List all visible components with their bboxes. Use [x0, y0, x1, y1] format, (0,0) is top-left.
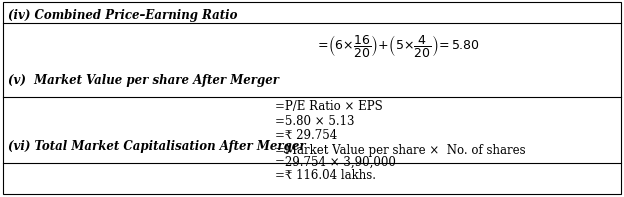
Text: (iv) Combined Price–Earning Ratio: (iv) Combined Price–Earning Ratio — [8, 9, 238, 22]
Text: $=\!\left(6{\times}\dfrac{16}{20}\right)\!+\!\left(5{\times}\dfrac{4}{20}\right): $=\!\left(6{\times}\dfrac{16}{20}\right)… — [315, 33, 480, 59]
Text: (vi) Total Market Capitalisation After Merger: (vi) Total Market Capitalisation After M… — [8, 140, 306, 153]
Text: =P/E Ratio × EPS: =P/E Ratio × EPS — [275, 100, 383, 113]
Text: =29.754 × 3,90,000: =29.754 × 3,90,000 — [275, 156, 396, 169]
FancyBboxPatch shape — [3, 2, 621, 194]
Text: =Market Value per share ×  No. of shares: =Market Value per share × No. of shares — [275, 144, 525, 157]
Text: =₹ 29.754: =₹ 29.754 — [275, 129, 337, 142]
Text: =₹ 116.04 lakhs.: =₹ 116.04 lakhs. — [275, 169, 376, 182]
Text: =5.80 × 5.13: =5.80 × 5.13 — [275, 115, 354, 128]
Text: (v)  Market Value per share After Merger: (v) Market Value per share After Merger — [8, 74, 279, 87]
